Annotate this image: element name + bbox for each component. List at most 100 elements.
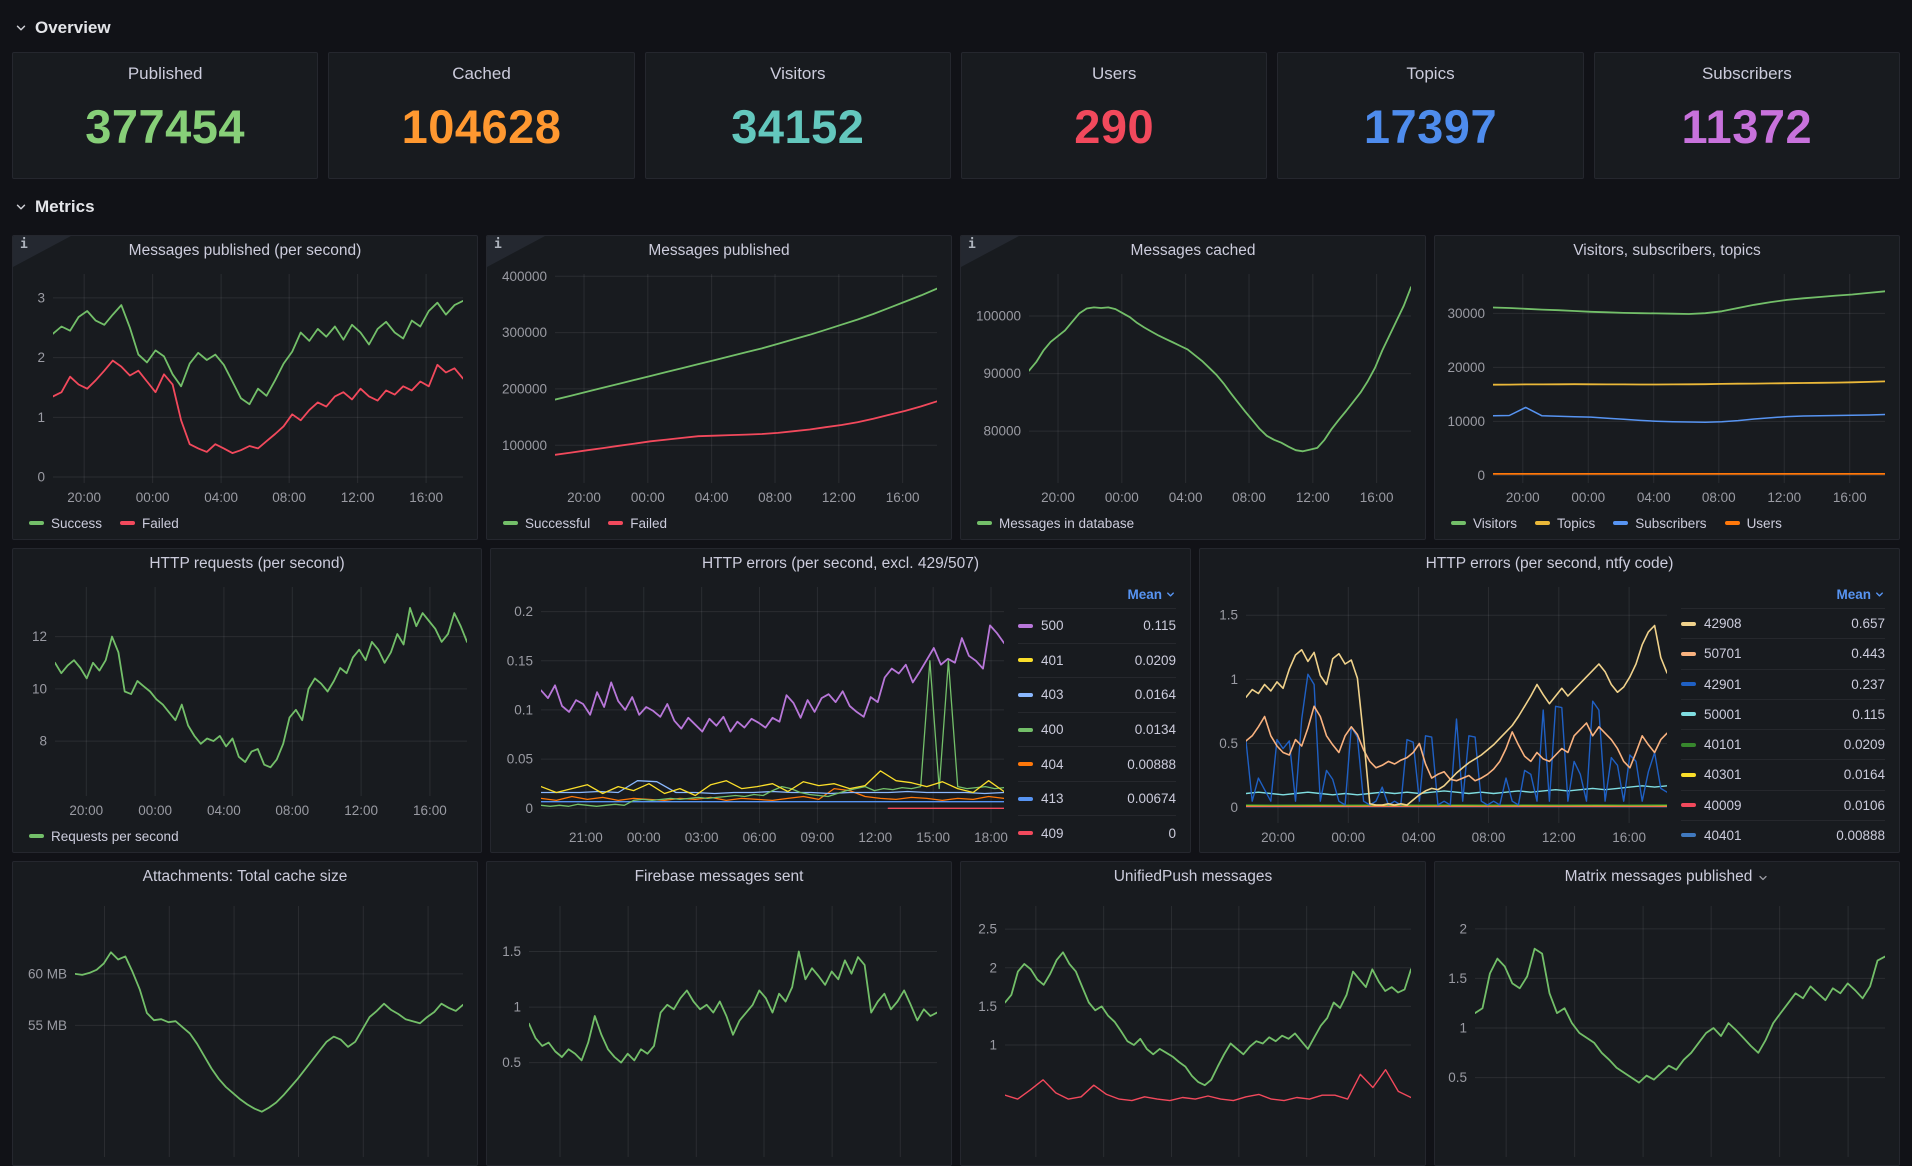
legend-item-success[interactable]: Success <box>29 516 102 531</box>
svg-text:12:00: 12:00 <box>1542 830 1576 845</box>
svg-text:1.5: 1.5 <box>502 944 521 959</box>
svg-text:1.5: 1.5 <box>1219 608 1238 623</box>
axis-tick-labels: 0.511.52 <box>1448 921 1467 1085</box>
svg-text:2: 2 <box>37 350 45 365</box>
svg-text:80000: 80000 <box>983 424 1021 439</box>
stat-panel-published: Published 377454 <box>12 52 318 179</box>
stat-panel-cached: Cached 104628 <box>328 52 634 179</box>
series-color-swatch <box>1681 712 1696 716</box>
series-color-swatch <box>1681 803 1696 807</box>
panel-title[interactable]: Matrix messages published <box>1435 862 1899 892</box>
section-header-metrics[interactable]: Metrics <box>14 195 95 219</box>
series-mean-value: 0 <box>1168 826 1176 841</box>
series-name: Visitors <box>1473 516 1517 531</box>
svg-text:0.05: 0.05 <box>507 752 533 767</box>
series-lines <box>1005 952 1411 1100</box>
svg-text:12:00: 12:00 <box>822 490 856 505</box>
svg-text:20000: 20000 <box>1447 360 1485 375</box>
series-name: 40301 <box>1704 767 1836 782</box>
svg-text:08:00: 08:00 <box>275 803 309 818</box>
svg-text:55 MB: 55 MB <box>28 1018 67 1033</box>
svg-text:04:00: 04:00 <box>1637 490 1671 505</box>
series-name: Requests per second <box>51 829 179 844</box>
series-color-swatch <box>1018 624 1033 628</box>
series-lines <box>55 608 467 767</box>
svg-text:08:00: 08:00 <box>1232 490 1266 505</box>
plot-svg: 0.511.5 <box>493 892 947 1163</box>
series-color-swatch <box>29 521 44 525</box>
legend-item-users[interactable]: Users <box>1725 516 1782 531</box>
series-color-swatch <box>120 521 135 525</box>
svg-text:30000: 30000 <box>1447 306 1485 321</box>
series-name: 40009 <box>1704 798 1836 813</box>
series-line-messages-in-database <box>1029 287 1411 451</box>
stat-row: Published 377454 Cached 104628 Visitors … <box>12 52 1900 179</box>
svg-text:1.5: 1.5 <box>978 999 997 1014</box>
svg-text:20:00: 20:00 <box>69 803 103 818</box>
panel-title: Messages published (per second) <box>13 236 477 266</box>
legend-item-visitors[interactable]: Visitors <box>1451 516 1517 531</box>
chevron-down-icon <box>1165 589 1176 600</box>
legend-item-topics[interactable]: Topics <box>1535 516 1595 531</box>
svg-text:20:00: 20:00 <box>67 490 101 505</box>
svg-text:00:00: 00:00 <box>1331 830 1365 845</box>
chart-legend: Successful Failed <box>487 512 951 539</box>
legend-item-failed[interactable]: Failed <box>608 516 667 531</box>
axis-tick-labels: 0.511.5 <box>502 944 521 1070</box>
legend-item-successful[interactable]: Successful <box>503 516 590 531</box>
chevron-down-icon <box>14 21 28 35</box>
series-color-swatch <box>977 521 992 525</box>
svg-text:90000: 90000 <box>983 366 1021 381</box>
svg-text:20:00: 20:00 <box>567 490 601 505</box>
legend-mean-sort-header[interactable]: Mean <box>1681 581 1885 608</box>
svg-text:20:00: 20:00 <box>1041 490 1075 505</box>
svg-text:12: 12 <box>32 629 47 644</box>
legend-item-messages-in-database[interactable]: Messages in database <box>977 516 1134 531</box>
legend-mean-sort-header[interactable]: Mean <box>1018 581 1176 608</box>
section-header-overview[interactable]: Overview <box>14 16 111 40</box>
panel-title: HTTP errors (per second, excl. 429/507) <box>491 549 1190 579</box>
legend-item-failed[interactable]: Failed <box>120 516 179 531</box>
legend-item-subscribers[interactable]: Subscribers <box>1613 516 1706 531</box>
svg-text:00:00: 00:00 <box>1571 490 1605 505</box>
legend-item-requests-per-second[interactable]: Requests per second <box>29 829 179 844</box>
series-line-successful <box>555 289 937 400</box>
series-color-swatch <box>1681 833 1696 837</box>
series-line-42901 <box>1246 674 1667 805</box>
stat-value: 17397 <box>1364 74 1497 178</box>
svg-text:00:00: 00:00 <box>138 803 172 818</box>
axis-tick-labels: 11.522.5 <box>978 922 997 1053</box>
